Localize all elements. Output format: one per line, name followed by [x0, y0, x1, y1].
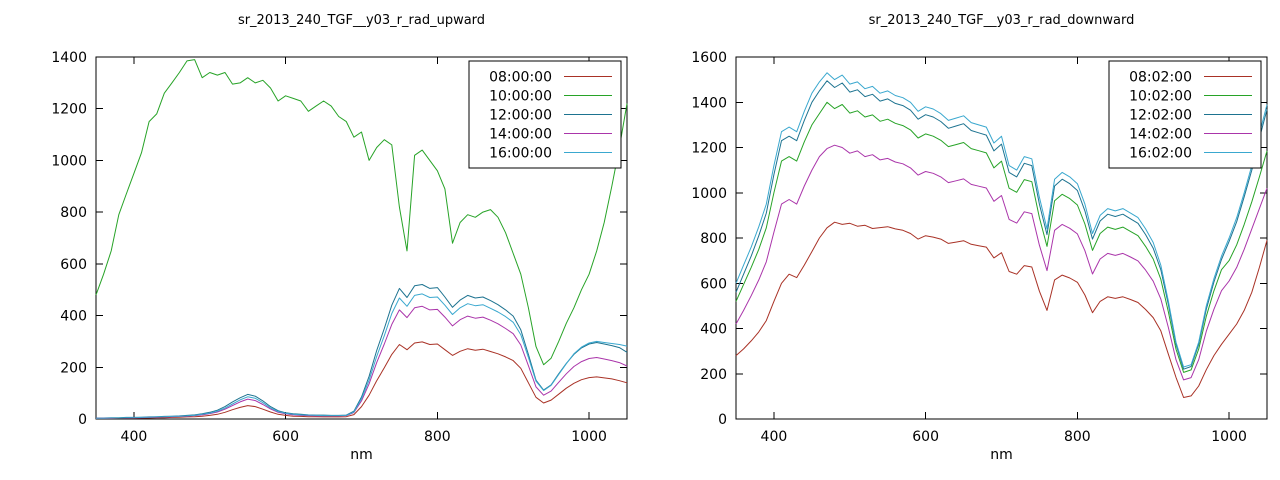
- series-line-14-02-00: [735, 144, 1268, 381]
- x-axis-label-downward: nm: [990, 447, 1013, 463]
- chart-panel-downward: 0 200 400 600 800 1000 1200 1400 1600 400 600 800 10…: [640, 0, 1280, 480]
- y-tick-label: 200: [700, 367, 727, 383]
- y-tick-label: 0: [78, 412, 87, 428]
- series-line-08-02-00: [735, 221, 1268, 398]
- chart-panel-upward: 0 200 400 600 800 1000 1200 1400 400 600 800 1000 08…: [51, 13, 628, 463]
- chart-title-downward: sr_2013_240_TGF__y03_r_rad_downward: [868, 13, 1135, 28]
- y-tick-label: 200: [60, 360, 87, 376]
- legend-label: 14:02:00: [1129, 127, 1192, 143]
- x-axis-label-upward: nm: [350, 447, 373, 463]
- y-tick-label: 600: [700, 276, 727, 292]
- legend: 08:00:00 10:00:00 12:00:00 14:00:00 16:00:00: [468, 60, 622, 169]
- x-tick-label: 800: [424, 429, 451, 445]
- legend: 08:02:00 10:02:00 12:02:00 14:02:00 16:02:00: [1108, 60, 1262, 169]
- series-line-16-02-00: [735, 72, 1268, 368]
- y-tick-label: 800: [60, 205, 87, 221]
- x-tick-label: 400: [761, 429, 788, 445]
- legend-label: 10:00:00: [489, 89, 552, 105]
- x-tick-label: 1000: [1211, 429, 1247, 445]
- series-line-12-02-00: [735, 80, 1268, 370]
- y-tick-label: 600: [60, 257, 87, 273]
- y-tick-label: 1200: [691, 141, 727, 157]
- y-tick-label: 1400: [51, 50, 87, 66]
- y-tick-label: 800: [700, 231, 727, 247]
- y-tick-label: 400: [700, 322, 727, 338]
- legend-label: 08:00:00: [489, 70, 552, 86]
- legend-label: 14:00:00: [489, 127, 552, 143]
- y-tick-label: 1200: [51, 102, 87, 118]
- series-line-10-00-00: [95, 59, 628, 366]
- chart-upward-svg: 0 200 400 600 800 1000 1200 1400 400 600 800 1000 08…: [51, 50, 628, 445]
- y-tick-label: 1000: [691, 186, 727, 202]
- series-line-16-00-00: [96, 293, 628, 419]
- plot-border: [95, 56, 628, 420]
- x-tick-label: 600: [912, 429, 939, 445]
- x-tick-label: 600: [272, 429, 299, 445]
- x-tick-label: 400: [121, 429, 148, 445]
- y-tick-label: 1600: [691, 50, 727, 66]
- x-tick-label: 800: [1064, 429, 1091, 445]
- legend-label: 12:02:00: [1129, 108, 1192, 124]
- series-line-10-02-00: [735, 101, 1268, 373]
- legend-label: 10:02:00: [1129, 89, 1192, 105]
- chart-downward-svg: 0 200 400 600 800 1000 1200 1400 1600 400 600 800 10…: [691, 50, 1268, 445]
- legend-label: 16:02:00: [1129, 146, 1192, 162]
- y-tick-label: 1000: [51, 153, 87, 169]
- y-tick-label: 1400: [691, 95, 727, 111]
- legend-label: 16:00:00: [489, 146, 552, 162]
- chart-title-upward: sr_2013_240_TGF__y03_r_rad_upward: [237, 13, 486, 28]
- y-tick-label: 0: [718, 412, 727, 428]
- x-tick-label: 1000: [571, 429, 607, 445]
- y-tick-label: 400: [60, 309, 87, 325]
- legend-label: 12:00:00: [489, 108, 552, 124]
- legend-label: 08:02:00: [1129, 70, 1192, 86]
- series-line-08-00-00: [96, 341, 628, 419]
